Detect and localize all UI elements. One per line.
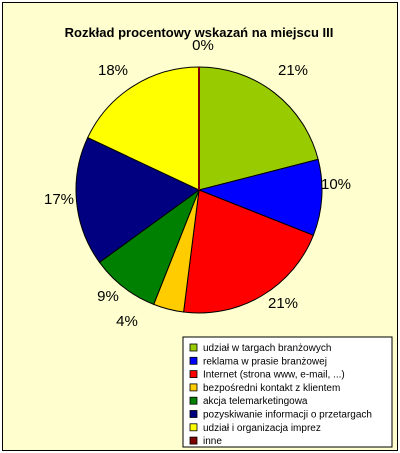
pie-slice-2 [197,158,323,236]
legend-box [182,336,393,448]
chart-title: Rozkład procentowy wskazań na miejscu II… [65,25,334,40]
pie-slice-1 [198,66,319,191]
pie-label-5: 9% [97,288,119,305]
legend-label-2: reklama w prasie branżowej [203,356,327,367]
pie-slice-7 [87,66,200,191]
pie-chart: Rozkład procentowy wskazań na miejscu II… [44,25,393,448]
legend-swatch-8 [189,436,198,445]
legend-label-3: Internet (strona www, e-mail, ...) [203,370,345,381]
legend-swatch-7 [189,423,198,432]
legend-items: udział w targach branżowych reklama w pra… [189,343,372,447]
legend-swatch-2 [189,356,198,365]
pie-slice-3 [183,189,315,314]
legend-label-6: pozyskiwanie informacji o przetargach [203,410,372,421]
legend-swatch-5 [189,396,198,405]
pie-slice-6 [75,136,200,263]
legend-label-8: inne [203,436,222,447]
pie-slices [75,66,323,314]
pie-label-2: 10% [321,176,351,193]
legend-swatch-3 [189,370,198,379]
legend-label-7: udział i organizacja imprez [203,423,321,434]
legend: udział w targach branżowych reklama w pra… [182,336,393,448]
pie-label-3: 21% [268,295,298,312]
legend-swatch-6 [189,410,198,418]
pie-label-1: 21% [278,62,308,79]
pie-label-6: 17% [44,191,74,208]
pie-label-4: 4% [116,313,138,330]
pie-label-8: 0% [192,37,214,54]
pie-percent-labels: 21% 10% 21% 4% 9% 17% 18% 0% [44,37,351,330]
legend-label-4: bezpośredni kontakt z klientem [203,383,340,394]
legend-swatch-1 [189,343,198,352]
legend-label-1: udział w targach branżowych [203,343,331,354]
legend-swatch-4 [189,383,198,392]
pie-label-7: 18% [98,62,128,79]
legend-label-5: akcja telemarketingowa [203,396,308,407]
